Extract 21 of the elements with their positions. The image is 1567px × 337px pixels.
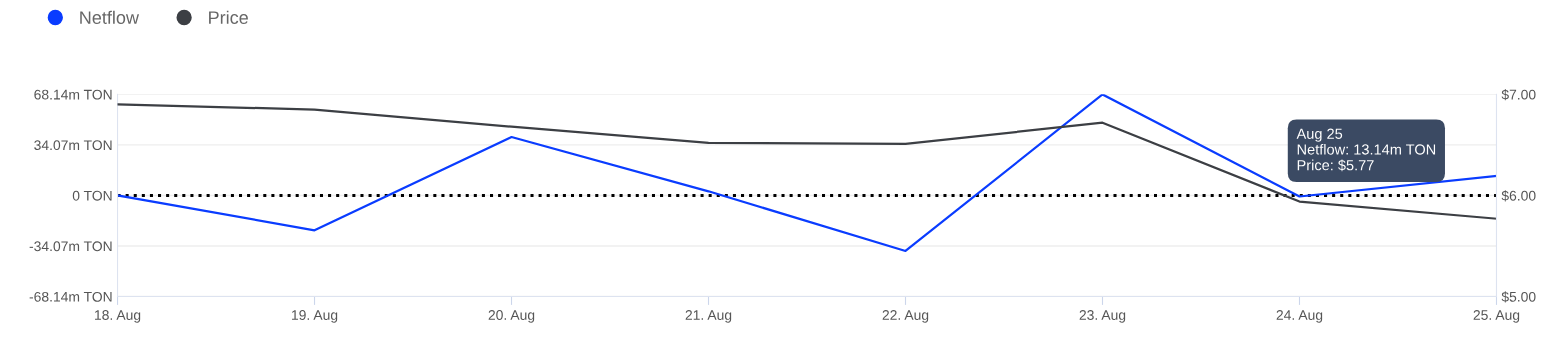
x-tick-label: 23. Aug bbox=[1079, 310, 1126, 323]
y2-tick-label: $5.00 bbox=[1501, 291, 1536, 303]
x-tick-label: 25. Aug bbox=[1473, 310, 1520, 323]
legend-label: Netflow bbox=[80, 10, 140, 24]
line-series bbox=[117, 94, 1497, 253]
x-tick-label: 18. Aug bbox=[95, 310, 141, 323]
legend-label: Price bbox=[209, 10, 248, 24]
y-tick-label: -68.14m TON bbox=[29, 291, 112, 302]
x-tick-label: 22. Aug bbox=[882, 310, 929, 323]
annotation: Aug 25 Netflow: 13.14m TON Price: $5.77 bbox=[1296, 128, 1436, 172]
y2-tick-label: $7.00 bbox=[1501, 89, 1536, 101]
x-tick-label: 24. Aug bbox=[1276, 310, 1323, 323]
x-tick-label: 19. Aug bbox=[292, 310, 338, 323]
line-series bbox=[117, 103, 1497, 220]
y-tick-label: 34.07m TON bbox=[34, 140, 112, 151]
x-tick-label: 21. Aug bbox=[685, 310, 732, 323]
y-tick-label: 68.14m TON bbox=[34, 89, 112, 100]
y-tick-label: -34.07m TON bbox=[29, 241, 112, 252]
y-tick-label: 0 TON bbox=[72, 190, 112, 201]
x-tick-label: 20. Aug bbox=[488, 310, 535, 323]
y2-tick-label: $6.00 bbox=[1501, 190, 1536, 202]
